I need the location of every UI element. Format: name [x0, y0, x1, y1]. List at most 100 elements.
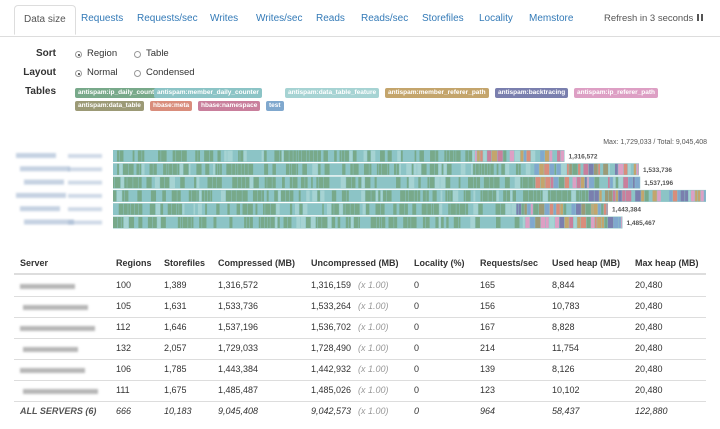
- region-segment: [482, 190, 488, 202]
- tab[interactable]: Reads/sec: [361, 13, 409, 24]
- column-header: Uncompressed (MB): [311, 258, 399, 268]
- region-segment: [429, 163, 435, 175]
- region-segment: [351, 177, 356, 189]
- region-segment: [581, 177, 585, 189]
- region-segment: [483, 150, 487, 162]
- table-cell: 0: [414, 364, 420, 374]
- region-segment: [554, 163, 557, 175]
- tab[interactable]: Requests: [81, 13, 124, 24]
- region-segment: [116, 150, 120, 162]
- region-segment: [594, 163, 598, 175]
- region-segment: [613, 217, 619, 228]
- radio-button[interactable]: [75, 51, 82, 58]
- tab[interactable]: Data size: [14, 5, 76, 35]
- tab[interactable]: Locality: [479, 13, 513, 24]
- tab[interactable]: Requests/sec: [137, 13, 198, 24]
- region-segment: [205, 163, 210, 175]
- region-segment: [301, 190, 306, 202]
- tab[interactable]: Reads: [316, 13, 345, 24]
- region-segment: [405, 203, 408, 215]
- radio-button[interactable]: [134, 51, 141, 58]
- radio-label[interactable]: Table: [146, 48, 169, 59]
- region-segment: [267, 177, 272, 189]
- region-segment: [615, 177, 619, 189]
- region-segment: [172, 150, 176, 162]
- region-segment: [569, 217, 574, 228]
- region-segment: [334, 203, 339, 215]
- radio-label[interactable]: Condensed: [146, 67, 195, 78]
- region-segment: [450, 203, 456, 215]
- table-tag[interactable]: antispam:ip_daily_counter: [75, 88, 164, 98]
- table-tag[interactable]: antispam:member_daily_counter: [154, 88, 262, 98]
- region-segment: [306, 190, 310, 202]
- tab[interactable]: Writes/sec: [256, 13, 303, 24]
- region-segment: [154, 177, 160, 189]
- region-segment: [220, 217, 225, 228]
- region-segment: [518, 190, 523, 202]
- region-segment: [394, 217, 398, 228]
- region-segment: [167, 163, 169, 175]
- pause-icon[interactable]: [697, 14, 699, 21]
- region-segment: [553, 203, 556, 215]
- region-segment: [473, 203, 478, 215]
- region-segment: [374, 177, 377, 189]
- region-segment: [438, 163, 442, 175]
- table-tag[interactable]: hbase:namespace: [198, 101, 261, 111]
- radio-label[interactable]: Normal: [87, 67, 118, 78]
- region-segment: [283, 217, 288, 228]
- region-segment: [232, 163, 236, 175]
- region-segment: [341, 190, 346, 202]
- region-segment: [579, 190, 582, 202]
- region-segment: [425, 217, 430, 228]
- region-segment: [167, 203, 172, 215]
- region-segment: [177, 163, 180, 175]
- region-segment: [492, 217, 496, 228]
- region-segment: [416, 203, 422, 215]
- region-segment: [443, 163, 447, 175]
- region-segment: [623, 163, 628, 175]
- region-segment: [260, 217, 265, 228]
- tab[interactable]: Writes: [210, 13, 239, 24]
- tab[interactable]: Storefiles: [422, 13, 464, 24]
- region-segment: [235, 163, 238, 175]
- region-segment: [285, 163, 290, 175]
- region-segment: [240, 203, 243, 215]
- table-tag[interactable]: antispam:data_table_feature: [285, 88, 380, 98]
- table-tag[interactable]: antispam:data_table: [75, 101, 144, 111]
- region-segment: [470, 163, 473, 175]
- table-cell: (x 1.00): [358, 385, 389, 395]
- region-segment: [225, 217, 229, 228]
- radio-label[interactable]: Region: [87, 48, 118, 59]
- radio-button[interactable]: [134, 70, 141, 77]
- table-tag[interactable]: hbase:meta: [150, 101, 193, 111]
- tab[interactable]: Memstore: [529, 13, 574, 24]
- region-segment: [392, 150, 397, 162]
- pause-icon[interactable]: [701, 14, 703, 21]
- region-segment: [289, 190, 294, 202]
- region-segment: [139, 163, 142, 175]
- region-segment: [522, 177, 528, 189]
- region-segment: [426, 190, 429, 202]
- region-segment: [520, 150, 524, 162]
- total-cell: 122,880: [635, 406, 668, 416]
- table-tag[interactable]: test: [266, 101, 284, 111]
- table-tag[interactable]: antispam:member_referer_path: [385, 88, 489, 98]
- region-segment: [493, 203, 496, 215]
- region-segment: [635, 177, 640, 189]
- region-segment: [356, 190, 361, 202]
- region-segment: [414, 190, 418, 202]
- region-segment: [544, 163, 550, 175]
- radio-button[interactable]: [75, 70, 82, 77]
- region-segment: [161, 150, 167, 162]
- table-tag[interactable]: antispam:backtracing: [495, 88, 569, 98]
- region-segment: [594, 177, 600, 189]
- table-tag[interactable]: antispam:ip_referer_path: [574, 88, 659, 98]
- table-cell: 20,480: [635, 343, 663, 353]
- region-segment: [603, 163, 608, 175]
- region-segment: [577, 217, 581, 228]
- region-segment: [236, 203, 240, 215]
- region-segment: [272, 163, 276, 175]
- region-segment: [128, 217, 135, 228]
- region-segment: [444, 150, 447, 162]
- region-segment: [442, 203, 448, 215]
